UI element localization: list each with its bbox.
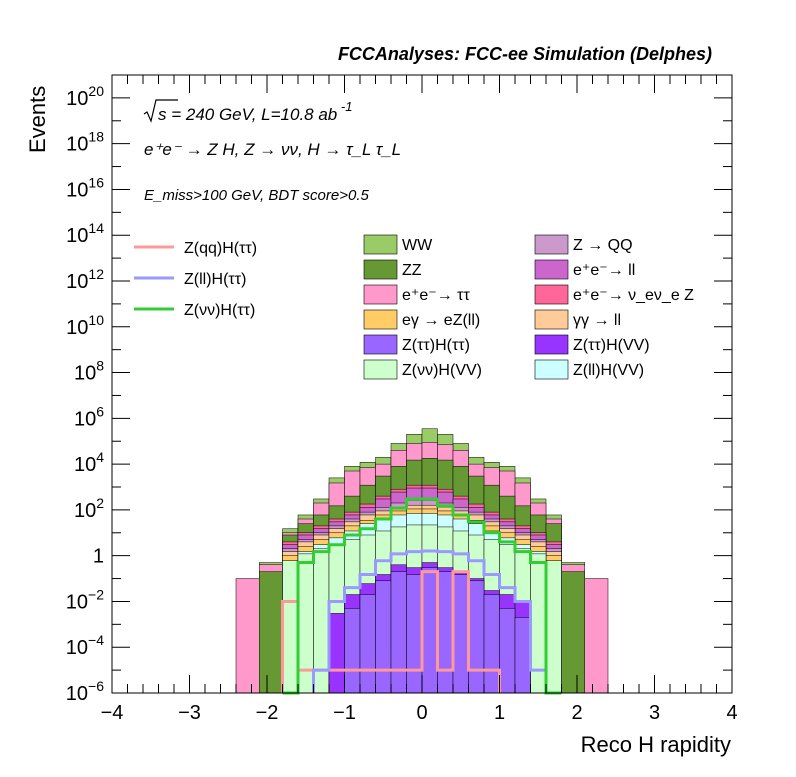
axes: −4 −3 −2 −1 0 1 2 3 4 10−6 10−4 10−2 1 102 104 106 108 10… (66, 74, 738, 724)
process-annotation: e⁺e⁻ → Z H, Z → νν, H → τ_L τ_L (144, 140, 401, 159)
legend-box-label: ZZ (402, 262, 422, 279)
chart-title: FCCAnalyses: FCC-ee Simulation (Delphes) (338, 44, 712, 64)
bar (297, 553, 314, 694)
legend-box-swatch (363, 234, 398, 255)
y-tick-label: 1018 (66, 129, 104, 156)
selection-annotation: E_miss>100 GeV, BDT score>0.5 (144, 187, 369, 204)
legend-box-swatch (534, 334, 569, 355)
series-line-0 (281, 570, 501, 693)
series-line-1 (312, 549, 548, 693)
legend-box-swatch (534, 309, 569, 330)
sqrt-symbol (143, 99, 178, 123)
y-tick-label: 10−2 (66, 586, 104, 613)
bar (545, 560, 562, 694)
legend-box-swatch (534, 259, 569, 280)
bar (530, 553, 547, 694)
stack-0 (344, 567, 531, 694)
legend: Z(qq)H(ττ) Z(ll)H(ττ) Z(νν)H(ττ) WW Z → QQ ZZ… (134, 234, 694, 380)
legend-box-label: e⁺e⁻→ ll (573, 262, 635, 279)
x-tick-label: −2 (256, 702, 279, 724)
y-tick-label: 106 (74, 403, 104, 430)
energy-annotation: s = 240 GeV, L=10.8 ab -1 (158, 99, 352, 124)
y-tick-label: 1012 (66, 266, 104, 293)
y-tick-label: 1020 (66, 83, 104, 110)
series-line-2 (282, 497, 562, 695)
legend-box-label: Z(ττ)H(VV) (573, 337, 650, 354)
legend-box-swatch (534, 234, 569, 255)
legend-box-label: Z(νν)H(VV) (402, 362, 482, 379)
y-axis-label: Events (25, 86, 50, 153)
bar (235, 578, 260, 694)
legend-box-swatch (534, 284, 569, 305)
x-tick-label: −1 (333, 702, 356, 724)
bar (468, 580, 485, 694)
x-tick-label: 2 (571, 702, 582, 724)
legend-box-swatch (363, 259, 398, 280)
x-axis-label: Reco H rapidity (581, 732, 731, 757)
legend-box-swatch (363, 334, 398, 355)
legend-box-label: e⁺e⁻→ ττ (402, 287, 470, 304)
y-tick-label: 1016 (66, 174, 104, 201)
bar (259, 571, 283, 694)
bar (499, 608, 516, 694)
y-tick-label: 10−4 (66, 632, 104, 659)
legend-box-label: eγ → eZ(ll) (402, 312, 480, 329)
bar (514, 617, 531, 694)
y-tick-label: 1 (93, 546, 104, 568)
legend-box-swatch (363, 359, 398, 380)
bar (452, 574, 469, 694)
legend-box-label: Z(ττ)H(ττ) (402, 337, 470, 354)
y-tick-label: 102 (74, 495, 104, 522)
y-tick-label: 108 (74, 358, 104, 385)
bar (584, 578, 609, 694)
bar (483, 594, 500, 694)
bar (328, 613, 345, 694)
legend-box-swatch (363, 284, 398, 305)
legend-box-swatch (534, 359, 569, 380)
bar (359, 594, 376, 694)
bar (421, 567, 438, 694)
bar (406, 574, 423, 694)
legend-box-swatch (363, 309, 398, 330)
bar (282, 560, 299, 694)
legend-line-label: Z(qq)H(ττ) (184, 240, 257, 257)
legend-box-label: Z → QQ (573, 237, 633, 254)
x-tick-label: 4 (726, 702, 737, 724)
y-tick-label: 1010 (66, 312, 104, 339)
legend-line-label: Z(ll)H(ττ) (184, 271, 246, 288)
x-tick-label: 0 (416, 702, 427, 724)
x-tick-label: −4 (101, 702, 124, 724)
legend-box-label: WW (402, 237, 433, 254)
bar (561, 571, 585, 694)
x-tick-label: −3 (178, 702, 201, 724)
x-tick-label: 1 (494, 702, 505, 724)
y-tick-label: 1014 (66, 220, 104, 247)
y-tick-label: 10−6 (66, 678, 104, 705)
legend-box-label: Z(ll)H(VV) (573, 362, 644, 379)
bar (344, 608, 361, 694)
legend-box-label: γγ → ll (573, 312, 621, 329)
bar (437, 571, 454, 694)
legend-box-label: e⁺e⁻→ ν_eν_e Z (573, 287, 694, 304)
y-tick-label: 104 (74, 449, 104, 476)
signal-lines (281, 497, 562, 695)
annotations: s = 240 GeV, L=10.8 ab -1 e⁺e⁻ → Z H, Z →… (143, 99, 401, 204)
bar (390, 571, 407, 694)
x-tick-label: 3 (649, 702, 660, 724)
bar (375, 580, 392, 694)
legend-line-label: Z(νν)H(ττ) (184, 302, 255, 319)
